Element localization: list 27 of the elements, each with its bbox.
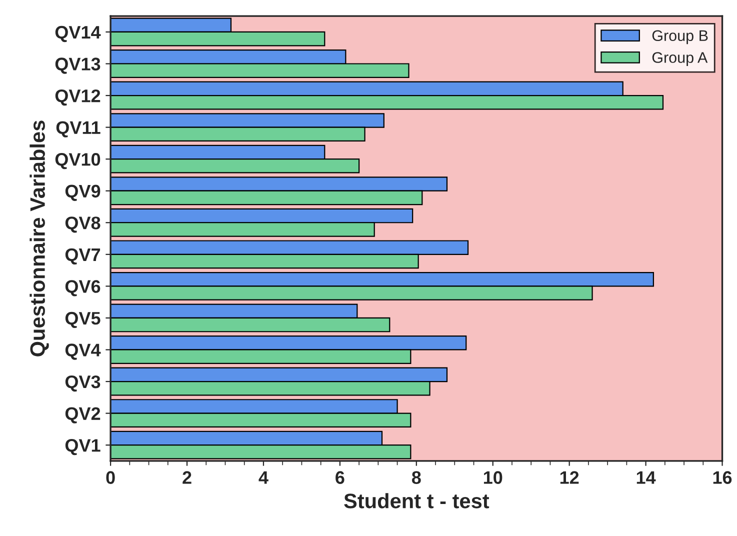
- y-tick-label: QV6: [65, 280, 100, 296]
- y-tick-label: QV1: [65, 439, 100, 456]
- y-tick-label: QV11: [56, 121, 100, 138]
- x-tick-label: 2: [182, 471, 192, 484]
- y-tick-label: QV13: [55, 58, 100, 74]
- y-tick-label: QV12: [55, 89, 100, 106]
- x-tick-label: 0: [106, 471, 115, 484]
- y-tick-label: QV7: [65, 248, 100, 265]
- y-axis-title: Questionnaire Variables: [30, 120, 49, 356]
- y-tick-label: QV14: [55, 26, 101, 42]
- y-tick-label: QV9: [65, 184, 100, 201]
- legend-label: Group B: [652, 30, 708, 44]
- x-tick-label: 6: [336, 471, 344, 484]
- y-tick-label: QV10: [55, 153, 100, 170]
- legend-label: Group A: [652, 52, 708, 66]
- y-tick-label: QV2: [65, 407, 100, 424]
- y-tick-label: QV3: [65, 375, 100, 392]
- x-axis-title: Student t - test: [344, 493, 490, 508]
- y-tick-label: QV8: [65, 216, 100, 233]
- x-tick-label: 10: [484, 471, 502, 484]
- x-tick-label: 14: [636, 471, 656, 484]
- y-tick-label: QV4: [65, 344, 101, 360]
- y-tick-label: QV5: [65, 312, 100, 328]
- x-tick-label: 4: [258, 471, 268, 484]
- x-tick-label: 16: [713, 471, 732, 484]
- x-tick-label: 12: [560, 471, 579, 484]
- x-tick-label: 8: [412, 471, 421, 484]
